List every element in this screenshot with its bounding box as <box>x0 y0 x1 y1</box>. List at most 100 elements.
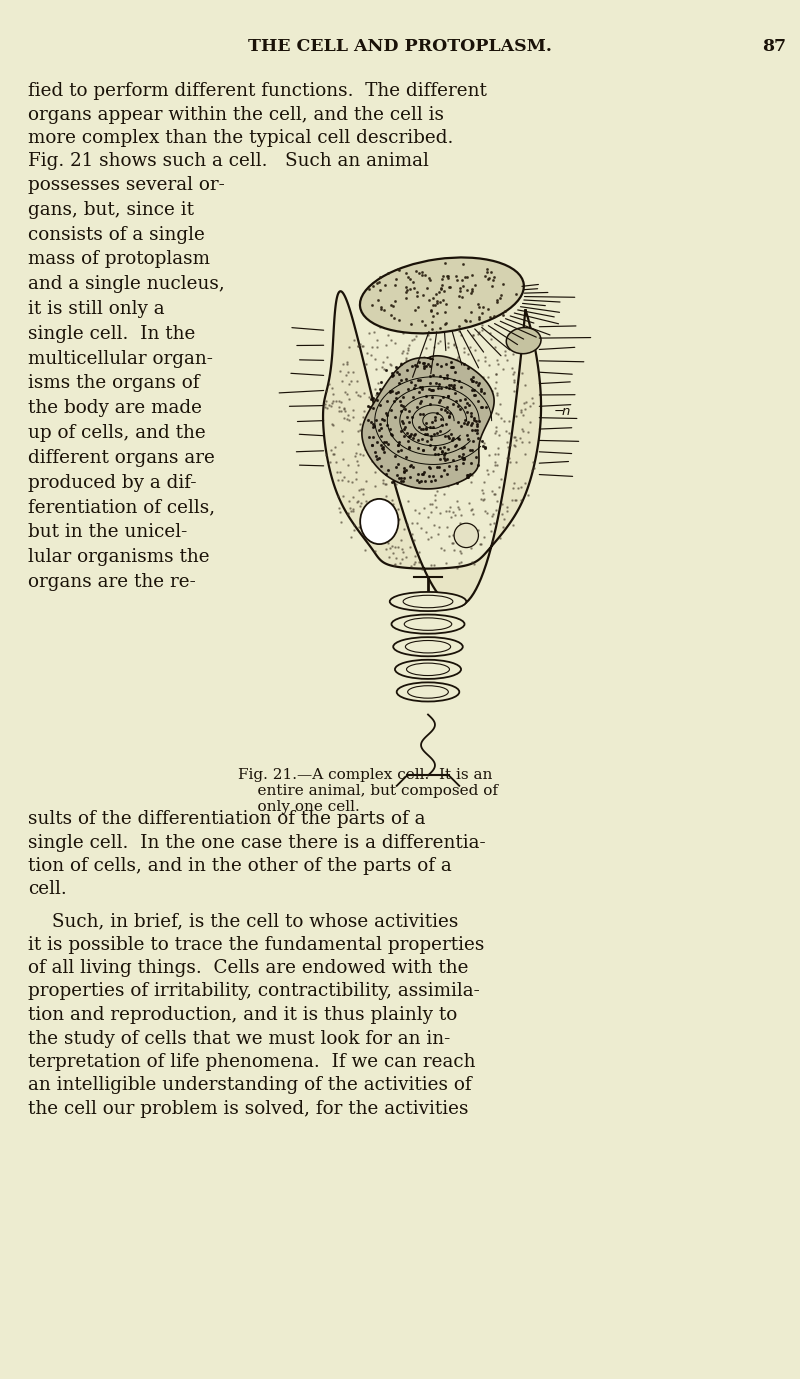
Point <box>332 485 345 507</box>
Point <box>396 386 409 408</box>
Point <box>476 302 489 324</box>
Point <box>455 324 468 346</box>
Point <box>438 436 451 458</box>
Point <box>385 421 398 443</box>
Point <box>318 393 331 415</box>
Point <box>422 448 434 470</box>
Point <box>482 354 495 376</box>
Point <box>401 375 414 397</box>
Point <box>400 276 413 298</box>
Point <box>323 451 336 473</box>
Point <box>455 437 468 459</box>
Point <box>409 552 422 574</box>
Point <box>382 262 394 284</box>
Point <box>466 324 479 346</box>
Point <box>506 513 519 535</box>
Point <box>394 450 406 472</box>
Ellipse shape <box>395 659 461 678</box>
Point <box>410 469 423 491</box>
Ellipse shape <box>360 499 398 545</box>
Point <box>374 266 386 288</box>
Point <box>438 447 450 469</box>
Point <box>421 422 434 444</box>
Ellipse shape <box>390 592 466 611</box>
Point <box>432 332 445 354</box>
Point <box>370 330 383 352</box>
Point <box>438 450 451 472</box>
Point <box>429 469 442 491</box>
Point <box>344 499 357 521</box>
Point <box>414 470 427 492</box>
Point <box>454 365 466 387</box>
Point <box>464 305 477 327</box>
Point <box>434 447 447 469</box>
Point <box>372 290 385 312</box>
Point <box>438 436 450 458</box>
Point <box>456 269 469 291</box>
Point <box>333 496 346 519</box>
Point <box>499 301 512 323</box>
Point <box>489 451 502 473</box>
Point <box>425 470 438 492</box>
Point <box>385 303 398 325</box>
Point <box>351 335 364 357</box>
Point <box>478 382 490 404</box>
Point <box>343 389 356 411</box>
Point <box>490 290 503 312</box>
Point <box>394 452 406 474</box>
Point <box>400 346 413 368</box>
Point <box>431 319 444 341</box>
Point <box>394 370 407 392</box>
Point <box>442 476 454 498</box>
Point <box>457 448 470 470</box>
Point <box>453 498 466 520</box>
Point <box>373 419 386 441</box>
Point <box>372 528 385 550</box>
Point <box>436 456 449 479</box>
Point <box>332 400 345 422</box>
Point <box>436 414 449 436</box>
Point <box>489 422 502 444</box>
Point <box>464 401 477 423</box>
Point <box>450 265 462 287</box>
Point <box>448 376 461 399</box>
Text: ferentiation of cells,: ferentiation of cells, <box>28 498 215 516</box>
Point <box>465 472 478 494</box>
Point <box>397 452 410 474</box>
Point <box>350 370 363 392</box>
Text: entire animal, but composed of: entire animal, but composed of <box>238 785 498 798</box>
Point <box>378 382 390 404</box>
Point <box>394 393 407 415</box>
Point <box>431 290 444 312</box>
Point <box>478 488 490 510</box>
Point <box>474 370 487 392</box>
Point <box>427 554 440 576</box>
Point <box>426 317 439 339</box>
Point <box>364 396 377 418</box>
Point <box>492 437 505 459</box>
Point <box>407 277 420 299</box>
Text: isms the organs of: isms the organs of <box>28 375 199 393</box>
Point <box>435 273 448 295</box>
Point <box>452 390 465 412</box>
Point <box>433 374 446 396</box>
Point <box>519 443 532 465</box>
Point <box>371 389 384 411</box>
Point <box>419 336 432 359</box>
Point <box>454 375 467 397</box>
Point <box>341 408 354 430</box>
Point <box>414 421 427 443</box>
Point <box>362 410 374 432</box>
Point <box>352 479 365 501</box>
Point <box>357 335 370 357</box>
Point <box>407 272 420 294</box>
Point <box>466 552 478 574</box>
Point <box>438 390 451 412</box>
Point <box>424 415 437 437</box>
Point <box>386 374 398 396</box>
Point <box>362 505 375 527</box>
Point <box>417 440 430 462</box>
Point <box>434 317 446 339</box>
Point <box>446 532 458 554</box>
Ellipse shape <box>391 615 465 634</box>
